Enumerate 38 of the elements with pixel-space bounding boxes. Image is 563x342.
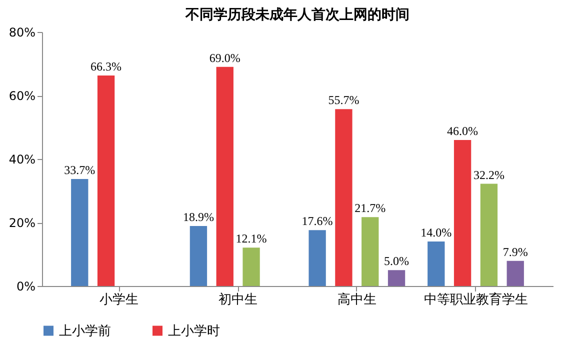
bar bbox=[190, 226, 208, 286]
legend-label: 上小学时 bbox=[168, 324, 220, 339]
data-label: 33.7% bbox=[64, 163, 96, 178]
bar bbox=[97, 76, 115, 286]
x-tick-label: 小学生 bbox=[100, 292, 139, 308]
data-label: 12.1% bbox=[236, 232, 267, 246]
bar bbox=[506, 260, 524, 286]
bar bbox=[335, 109, 352, 286]
chart-title: 不同学历段未成年人首次上网的时间 bbox=[184, 7, 410, 23]
bar bbox=[308, 230, 326, 286]
data-label: 17.6% bbox=[302, 214, 333, 228]
bar bbox=[362, 217, 379, 286]
x-tick-label: 高中生 bbox=[337, 292, 376, 308]
y-tick-label: 20% bbox=[8, 216, 36, 230]
bar bbox=[388, 270, 406, 286]
data-label: 69.0% bbox=[209, 50, 240, 65]
bar bbox=[428, 242, 445, 286]
bar bbox=[216, 66, 234, 286]
data-label: 21.7% bbox=[354, 201, 386, 216]
bar bbox=[71, 179, 88, 286]
data-label: 5.0% bbox=[384, 254, 410, 268]
data-label: 7.9% bbox=[502, 244, 528, 259]
data-label: 32.2% bbox=[473, 168, 504, 182]
data-label: 14.0% bbox=[420, 226, 452, 240]
x-tick-label: 中等职业教育学生 bbox=[424, 292, 528, 308]
data-label: 66.3% bbox=[90, 60, 122, 74]
y-tick-label: 60% bbox=[8, 89, 36, 103]
bar bbox=[454, 140, 472, 286]
y-tick-label: 80% bbox=[8, 26, 36, 40]
y-tick-label: 40% bbox=[8, 152, 36, 166]
legend-label: 上小学前 bbox=[59, 324, 111, 339]
y-tick-label: 0% bbox=[16, 280, 36, 294]
bar bbox=[242, 248, 260, 286]
data-label: 55.7% bbox=[328, 93, 360, 108]
data-label: 46.0% bbox=[447, 124, 478, 138]
data-label: 18.9% bbox=[182, 210, 214, 224]
x-tick-label: 初中生 bbox=[218, 292, 258, 308]
bar bbox=[480, 184, 498, 286]
